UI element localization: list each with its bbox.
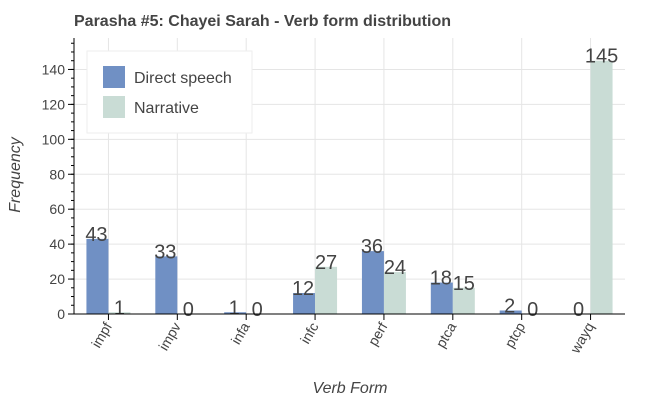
bar-direct-speech-ptcp [499,310,522,314]
value-label: 2 [504,296,515,318]
bar-narrative-infc [315,266,338,314]
x-tick-label: ptca [432,319,459,350]
bar-narrative-impf [108,312,131,314]
y-axis-label: Frequency [7,136,24,213]
x-tick-label: wayq [566,320,597,357]
value-label: 0 [573,299,584,321]
legend-swatch-direct-speech [103,66,125,88]
y-tick-label: 60 [49,201,65,217]
value-label: 15 [453,273,475,295]
bars [86,60,613,314]
bar-direct-speech-infa [224,312,247,314]
x-tick-label: infa [228,319,253,347]
chart-title: Parasha #5: Chayei Sarah - Verb form dis… [74,13,451,30]
x-tick-label: impf [88,319,115,350]
value-label: 145 [585,46,618,68]
value-label: 0 [252,299,263,321]
legend-label: Narrative [134,100,199,117]
value-label: 24 [384,257,406,279]
value-label: 43 [85,224,107,246]
value-label: 18 [430,268,452,290]
bar-narrative-ptca [452,287,475,314]
value-label: 12 [292,278,314,300]
value-label: 1 [114,297,125,319]
y-tick-label: 140 [42,61,66,77]
x-tick-label: perf [365,319,391,348]
legend: Direct speech Narrative [86,50,253,134]
y-tick-label: 100 [42,131,66,147]
x-tick-label: infc [297,320,322,347]
value-label: 0 [527,299,538,321]
y-tick-label: 0 [57,306,65,322]
x-tick-label: ptcp [501,319,528,350]
value-label: 0 [183,299,194,321]
x-tick-label: impv [155,320,184,354]
bar-direct-speech-impf [86,238,109,314]
bar-direct-speech-infc [293,293,316,314]
bar-narrative-perf [383,272,406,314]
legend-swatch-narrative [103,96,125,118]
bar-direct-speech-ptca [430,282,453,314]
value-label: 33 [154,241,176,263]
value-label: 36 [361,236,383,258]
legend-label: Direct speech [134,70,232,87]
y-tick-label: 40 [49,236,65,252]
y-tick-label: 120 [42,96,66,112]
x-axis-label: Verb Form [313,380,388,397]
bar-direct-speech-perf [361,251,384,314]
bar-direct-speech-impv [155,256,178,314]
value-label: 27 [315,252,337,274]
y-tick-label: 20 [49,271,65,287]
value-label: 1 [229,297,240,319]
bar-narrative-wayq [590,60,613,314]
legend-box [86,50,253,134]
y-tick-label: 80 [49,166,65,182]
